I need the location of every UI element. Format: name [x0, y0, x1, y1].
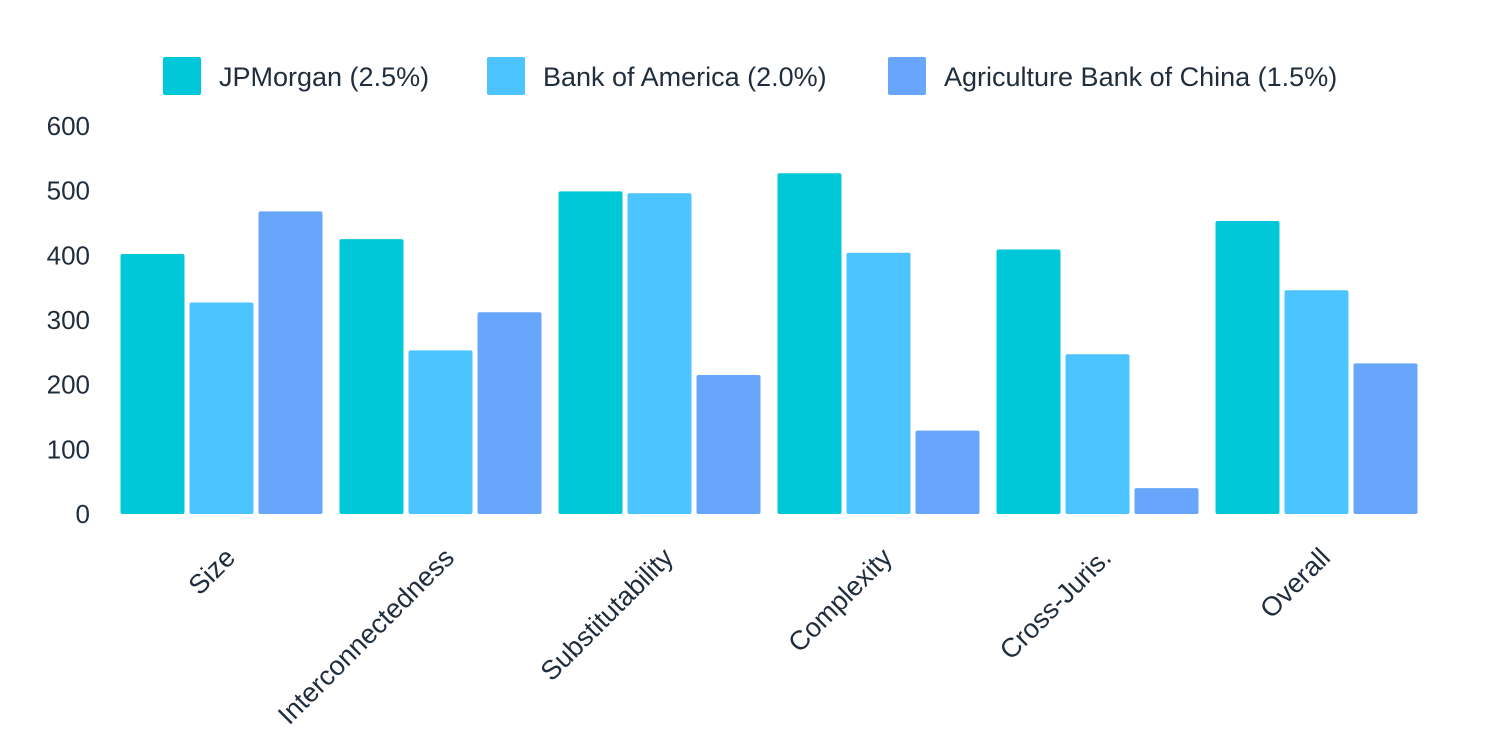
bar[interactable]	[696, 374, 761, 514]
bar[interactable]	[846, 252, 911, 514]
legend: JPMorgan (2.5%) Bank of America (2.0%) Agr…	[163, 57, 1337, 95]
legend-swatch	[888, 57, 926, 95]
bar[interactable]	[1134, 488, 1199, 514]
bar[interactable]	[1284, 290, 1349, 514]
y-tick-label: 400	[47, 240, 90, 270]
y-tick-label: 200	[47, 370, 90, 400]
legend-label: Agriculture Bank of China (1.5%)	[944, 62, 1337, 92]
bar[interactable]	[477, 312, 542, 514]
bar[interactable]	[189, 302, 254, 514]
bar[interactable]	[777, 173, 842, 514]
bar[interactable]	[339, 239, 404, 514]
bar[interactable]	[627, 193, 692, 514]
x-tick-label: Complexity	[782, 542, 898, 658]
bar[interactable]	[915, 430, 980, 514]
x-tick-label: Interconnectedness	[272, 542, 460, 730]
x-tick-label: Substitutability	[535, 542, 680, 687]
y-tick-label: 0	[76, 499, 90, 529]
y-tick-label: 100	[47, 434, 90, 464]
x-tick-label: Size	[183, 542, 241, 600]
y-axis: 0 100 200 300 400 500 600	[47, 111, 90, 529]
legend-swatch	[487, 57, 525, 95]
x-axis: Size Interconnectedness Substitutability Co…	[183, 542, 1336, 730]
bar[interactable]	[258, 211, 323, 515]
bars	[120, 173, 1418, 515]
x-tick-label: Cross-Juris.	[994, 542, 1117, 665]
y-tick-label: 600	[47, 111, 90, 141]
legend-label: Bank of America (2.0%)	[543, 62, 827, 92]
x-tick-label: Overall	[1254, 542, 1336, 624]
bar[interactable]	[1353, 363, 1418, 514]
y-tick-label: 300	[47, 305, 90, 335]
bar[interactable]	[558, 191, 623, 514]
bar[interactable]	[1215, 221, 1280, 514]
legend-label: JPMorgan (2.5%)	[219, 62, 429, 92]
y-tick-label: 500	[47, 176, 90, 206]
bar[interactable]	[408, 350, 473, 514]
bar[interactable]	[996, 249, 1061, 514]
bar[interactable]	[120, 254, 185, 515]
bar[interactable]	[1065, 354, 1130, 514]
legend-swatch	[163, 57, 201, 95]
